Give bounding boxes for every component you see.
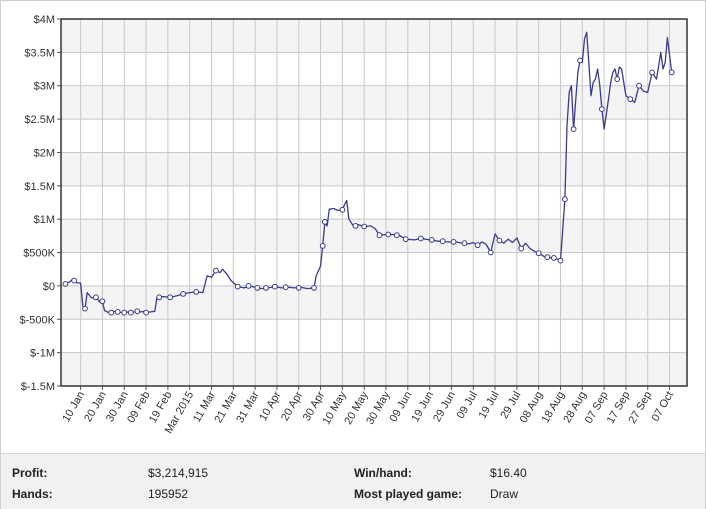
x-tick-label: 29 Jun [431, 390, 458, 425]
plot-area [61, 19, 687, 386]
data-point [668, 69, 675, 76]
data-point [167, 294, 174, 301]
data-point [156, 294, 163, 301]
profit-value: $3,214,915 [148, 466, 209, 480]
data-point [62, 281, 69, 287]
data-point [636, 82, 642, 89]
data-point [570, 126, 577, 133]
plot-band [61, 152, 687, 186]
data-point [557, 257, 564, 264]
plot-band [61, 85, 687, 120]
data-point [376, 232, 383, 239]
x-tick-label: 07 Oct [650, 390, 677, 424]
data-point [143, 309, 150, 316]
data-point [402, 236, 409, 243]
data-point [418, 235, 424, 242]
plot-band [61, 352, 687, 386]
y-tick-label: $-1.5M [21, 381, 55, 393]
most-played-game-label: Most played game: [354, 487, 463, 501]
data-point [234, 283, 241, 290]
data-point [108, 309, 115, 316]
series-line [62, 31, 673, 314]
win-per-hand-label: Win/hand: [354, 466, 412, 480]
win-per-hand-value: $16.40 [490, 466, 527, 480]
data-point [562, 196, 568, 203]
data-point [71, 277, 77, 284]
y-tick-label: $4M [34, 14, 55, 26]
data-point [361, 223, 368, 230]
x-tick-label: 19 Jul [477, 390, 502, 421]
data-point [428, 237, 435, 243]
data-point [394, 232, 400, 239]
data-point [295, 285, 302, 291]
data-point [461, 240, 468, 247]
data-point [245, 283, 252, 289]
data-point [263, 285, 269, 291]
y-tick-label: $2.5M [24, 114, 55, 126]
y-tick-label: $1.5M [24, 181, 55, 193]
data-point [577, 57, 583, 64]
profit-label: Profit: [12, 466, 48, 480]
y-tick-label: $2M [34, 147, 55, 159]
most-played-game-value: Draw [490, 487, 519, 501]
data-point [271, 283, 278, 290]
data-point [339, 206, 346, 213]
data-point [450, 239, 457, 245]
data-point [551, 255, 557, 261]
plot-border [60, 18, 688, 387]
data-point [193, 289, 200, 295]
data-point [649, 69, 655, 76]
data-point [319, 243, 326, 249]
y-tick-label: $1M [34, 214, 55, 226]
plot-band [61, 19, 687, 53]
data-point [627, 96, 634, 102]
data-point [114, 309, 121, 315]
stats-panel: Profit: $3,214,915 Hands: 195952 Win/han… [1, 453, 705, 509]
y-tick-label: $-1M [30, 348, 55, 360]
data-point [535, 250, 542, 257]
y-tick-label: $-500K [20, 314, 56, 326]
hands-value: 195952 [148, 487, 189, 501]
data-point [518, 245, 525, 252]
data-point [496, 237, 503, 244]
data-point [82, 305, 88, 312]
data-point [322, 219, 328, 225]
hands-label: Hands: [12, 487, 53, 501]
data-point [134, 308, 141, 315]
data-point [93, 294, 99, 301]
data-point [487, 249, 494, 256]
data-point [599, 106, 605, 112]
plot-band [61, 219, 687, 253]
y-tick-label: $3.5M [24, 47, 55, 59]
data-point [180, 291, 187, 297]
y-tick-label: $3M [34, 81, 55, 93]
plot-band [61, 285, 687, 320]
y-tick-label: $500K [23, 248, 55, 260]
y-tick-label: $0 [43, 281, 55, 293]
data-point [99, 298, 106, 305]
data-point [474, 242, 481, 249]
data-point [352, 223, 359, 229]
data-point [544, 254, 551, 261]
data-point [282, 284, 289, 291]
data-point [311, 285, 317, 291]
data-point [254, 285, 261, 291]
data-point [439, 238, 446, 245]
data-point [121, 309, 128, 316]
data-point [385, 231, 392, 238]
data-point [213, 267, 219, 274]
data-point [614, 76, 621, 82]
data-point [127, 309, 134, 316]
x-tick-label: 09 Jul [455, 390, 480, 421]
